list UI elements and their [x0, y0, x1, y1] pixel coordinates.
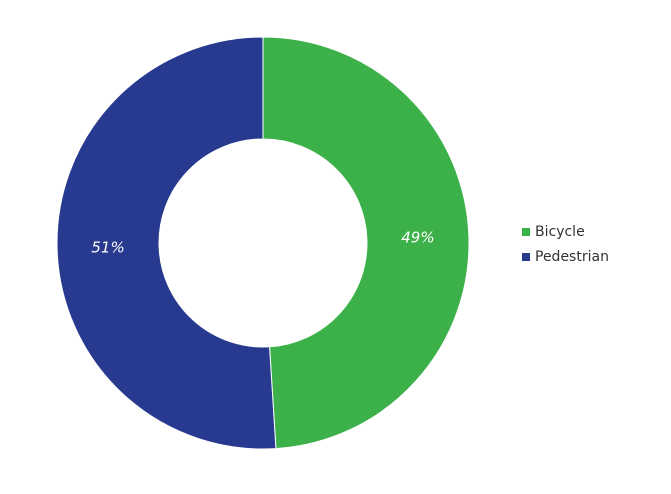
slice-label: 51% [91, 238, 124, 256]
donut-slice [56, 36, 277, 450]
legend-label: Pedestrian [535, 249, 609, 265]
slice-label: 49% [401, 229, 434, 247]
donut-slice [262, 36, 470, 450]
legend-label: Bicycle [535, 224, 585, 240]
legend-swatch [522, 228, 530, 236]
legend-swatch [522, 253, 530, 261]
